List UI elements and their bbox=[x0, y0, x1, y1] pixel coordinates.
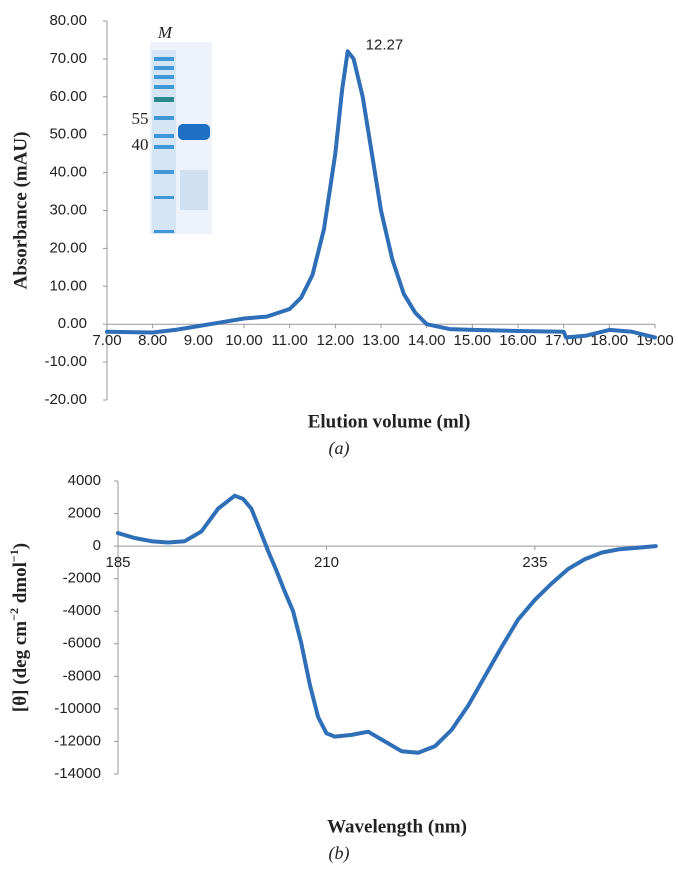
superscript: −1 bbox=[7, 549, 21, 562]
x-tick-label: 8.00 bbox=[138, 332, 167, 349]
x-tick-label: 14.00 bbox=[408, 332, 446, 349]
y-tick-label: -12000 bbox=[54, 732, 101, 749]
y-tick-label: -6000 bbox=[63, 635, 101, 652]
x-tick-label: 16.00 bbox=[499, 332, 537, 349]
x-tick-label: 12.00 bbox=[317, 332, 355, 349]
y-tick-label: -8000 bbox=[63, 667, 101, 684]
x-tick-label: 10.00 bbox=[225, 332, 263, 349]
y-tick-label: 50.00 bbox=[49, 126, 87, 143]
y-axis-title: Absorbance (mAU) bbox=[10, 132, 31, 290]
y-tick-label: 80.00 bbox=[49, 12, 87, 29]
x-tick-label: 11.00 bbox=[271, 332, 307, 349]
x-tick-label: 15.00 bbox=[454, 332, 492, 349]
caption: (a) bbox=[329, 438, 350, 459]
peak-label: 12.27 bbox=[366, 36, 404, 53]
y-tick-label: 0.00 bbox=[58, 315, 87, 332]
gel-inset: M 55 40 bbox=[132, 23, 213, 234]
superscript: −2 bbox=[7, 608, 21, 621]
x-axis-title: Wavelength (nm) bbox=[327, 816, 467, 837]
y-tick-label: 0 bbox=[93, 537, 101, 554]
y-tick-label: 40.00 bbox=[49, 164, 87, 181]
y-tick-label: 2000 bbox=[68, 505, 101, 522]
caption: (b) bbox=[329, 843, 350, 864]
x-tick-label: 235 bbox=[522, 554, 547, 571]
y-tick-label: 70.00 bbox=[49, 50, 87, 67]
y-tick-label: -14000 bbox=[54, 765, 101, 782]
data-line bbox=[118, 496, 656, 753]
marker-label: 40 bbox=[132, 135, 149, 154]
y-tick-label: -10.00 bbox=[44, 353, 87, 370]
label-part: dmol bbox=[10, 562, 31, 608]
x-tick-label: 185 bbox=[105, 554, 130, 571]
x-tick-label: 13.00 bbox=[362, 332, 400, 349]
y-tick-label: -20.00 bbox=[44, 391, 87, 408]
y-tick-label: 10.00 bbox=[49, 277, 87, 294]
label-part: [θ] (deg cm bbox=[10, 621, 31, 712]
y-axis-title: [θ] (deg cm−2 dmol−1) bbox=[7, 543, 32, 712]
y-tick-label: 20.00 bbox=[49, 239, 87, 256]
y-tick-label: -2000 bbox=[63, 570, 101, 587]
x-tick-label: 9.00 bbox=[184, 332, 213, 349]
marker-label: 55 bbox=[132, 109, 149, 128]
y-tick-label: -10000 bbox=[54, 700, 101, 717]
y-tick-label: 30.00 bbox=[49, 201, 87, 218]
x-axis-title: Elution volume (ml) bbox=[308, 411, 471, 432]
label-part: ) bbox=[10, 543, 31, 549]
y-tick-label: 4000 bbox=[68, 472, 101, 489]
y-tick-label: -4000 bbox=[63, 602, 101, 619]
x-tick-label: 7.00 bbox=[92, 332, 121, 349]
x-tick-label: 210 bbox=[314, 554, 339, 571]
lane-label: M bbox=[157, 23, 173, 42]
y-tick-label: 60.00 bbox=[49, 88, 87, 105]
figure: -20.00 -10.00 0.00 10.00 20.00 30.00 40.00 50.0… bbox=[0, 0, 678, 869]
